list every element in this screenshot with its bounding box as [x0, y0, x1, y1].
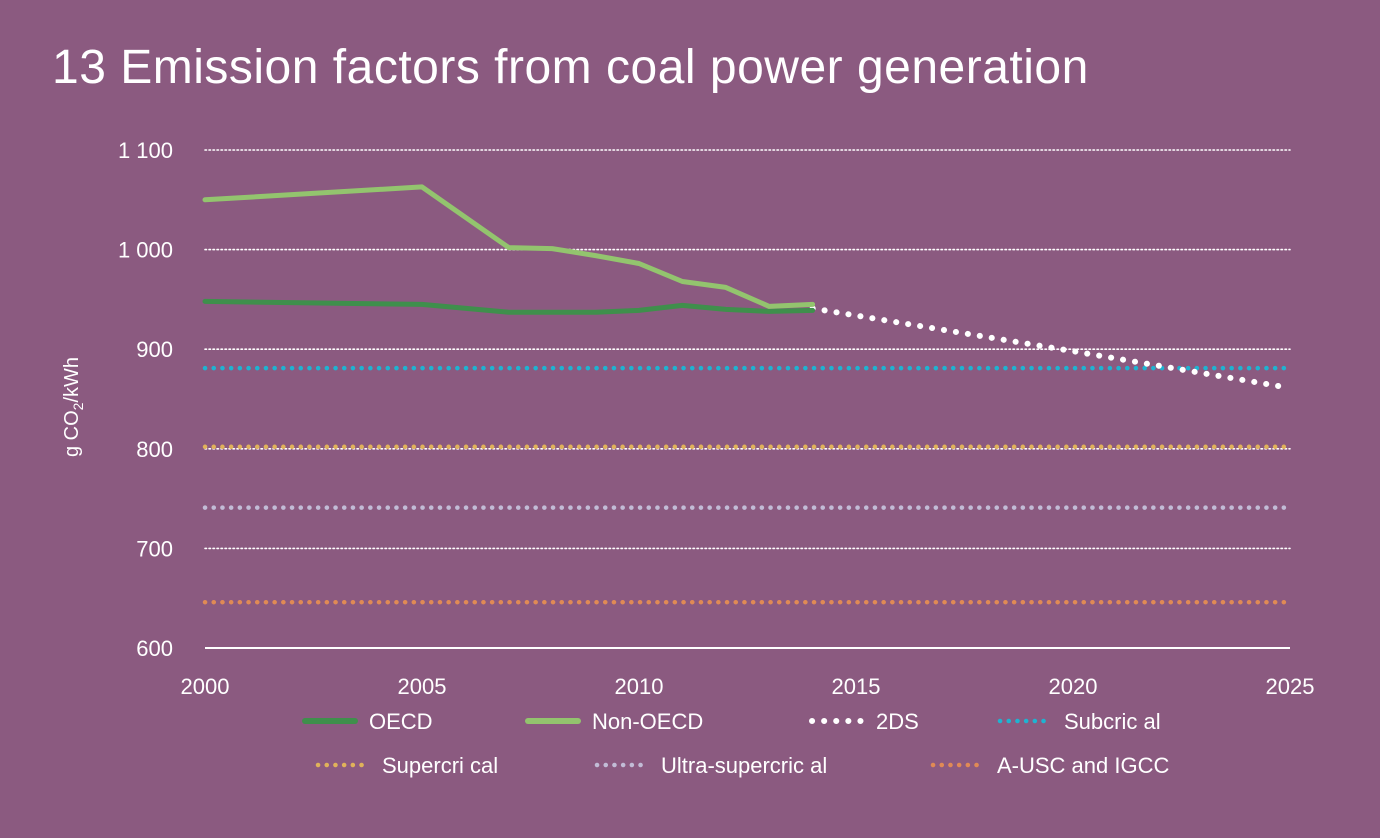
legend-label: A-USC and IGCC — [997, 753, 1169, 778]
x-tick-label: 2015 — [832, 674, 881, 699]
legend-label: Supercri cal — [382, 753, 498, 778]
chart-title: 13 Emission factors from coal power gene… — [52, 41, 1089, 94]
x-tick-label: 2005 — [398, 674, 447, 699]
legend-label: Non-OECD — [592, 709, 703, 734]
series-line-oecd — [202, 298, 816, 315]
y-tick-label: 700 — [136, 536, 173, 561]
y-tick-label: 600 — [136, 636, 173, 661]
y-tick-label: 800 — [136, 437, 173, 462]
x-tick-label: 2010 — [615, 674, 664, 699]
series-line-2ds — [809, 305, 1293, 391]
y-tick-label: 1 000 — [118, 238, 173, 263]
legend-label: Ultra-supercric al — [661, 753, 827, 778]
series-line-non-oecd — [202, 184, 816, 309]
y-tick-label: 1 100 — [118, 138, 173, 163]
x-tick-label: 2000 — [181, 674, 230, 699]
legend-label: OECD — [369, 709, 433, 734]
y-axis-title: g CO2/kWh — [61, 357, 86, 457]
y-tick-label: 900 — [136, 337, 173, 362]
x-tick-label: 2025 — [1266, 674, 1315, 699]
legend-label: 2DS — [876, 709, 919, 734]
x-tick-label: 2020 — [1049, 674, 1098, 699]
legend-label: Subcric al — [1064, 709, 1161, 734]
